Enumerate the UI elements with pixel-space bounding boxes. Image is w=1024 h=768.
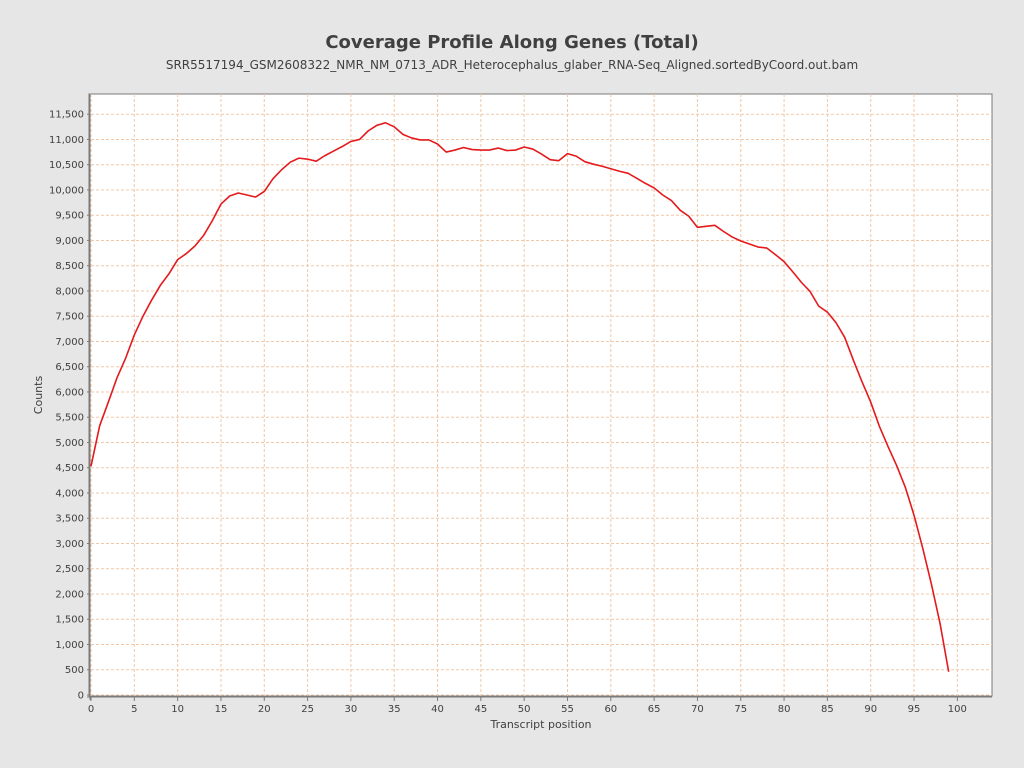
y-axis-label: Counts [32, 376, 45, 415]
x-tick-label: 90 [864, 704, 877, 715]
series-layer [90, 121, 950, 672]
x-tick-label: 35 [388, 704, 401, 715]
y-tick-label: 4,500 [55, 463, 84, 474]
y-tick-label: 2,000 [55, 589, 84, 600]
y-tick-label: 10,500 [49, 160, 84, 171]
y-tick-label: 0 [78, 691, 84, 702]
y-tick-label: 7,500 [55, 312, 84, 323]
x-tick-label: 95 [908, 704, 921, 715]
y-tick-label: 10,000 [49, 185, 84, 196]
x-tick-label: 50 [518, 704, 531, 715]
series-line-coverage [90, 121, 950, 672]
x-tick-label: 5 [131, 704, 137, 715]
y-tick-label: 2,500 [55, 564, 84, 575]
x-tick-label: 55 [561, 704, 574, 715]
x-tick-label: 20 [258, 704, 271, 715]
x-tick-label: 45 [474, 704, 487, 715]
axes [87, 94, 992, 700]
x-tick-label: 70 [691, 704, 704, 715]
x-tick-label: 25 [301, 704, 314, 715]
x-tick-label: 75 [734, 704, 747, 715]
x-tick-label: 85 [821, 704, 834, 715]
y-tick-label: 3,500 [55, 514, 84, 525]
chart-subtitle: SRR5517194_GSM2608322_NMR_NM_0713_ADR_He… [166, 58, 858, 72]
y-tick-label: 1,000 [55, 640, 84, 651]
y-tick-label: 8,500 [55, 261, 84, 272]
y-tick-label: 5,000 [55, 438, 84, 449]
y-tick-label: 6,000 [55, 387, 84, 398]
x-tick-label: 60 [604, 704, 617, 715]
y-tick-label: 3,000 [55, 539, 84, 550]
y-tick-label: 9,000 [55, 236, 84, 247]
y-tick-label: 4,000 [55, 488, 84, 499]
x-tick-label: 0 [88, 704, 94, 715]
chart-title: Coverage Profile Along Genes (Total) [325, 32, 698, 53]
x-tick-label: 40 [431, 704, 444, 715]
y-tick-label: 11,500 [49, 110, 84, 121]
x-tick-label: 15 [215, 704, 228, 715]
x-axis-ticks: 0 5 10 15 20 25 30 35 40 45 50 55 60 65 70 75 80 85 90 95 10… [88, 697, 967, 715]
x-tick-label: 10 [171, 704, 184, 715]
y-tick-label: 6,500 [55, 362, 84, 373]
y-tick-label: 500 [65, 665, 84, 676]
plot-area [88, 93, 993, 697]
x-tick-label: 100 [948, 704, 967, 715]
y-tick-label: 11,000 [49, 135, 84, 146]
x-tick-label: 80 [778, 704, 791, 715]
y-tick-label: 9,500 [55, 211, 84, 222]
y-tick-label: 8,000 [55, 286, 84, 297]
x-tick-label: 65 [648, 704, 661, 715]
y-tick-label: 5,500 [55, 413, 84, 424]
y-tick-label: 1,500 [55, 615, 84, 626]
y-axis-ticks: 0 500 1,000 1,500 2,000 2,500 3,000 3,500 4,000 4… [49, 110, 90, 702]
grid-lines [90, 94, 992, 696]
x-axis-label: Transcript position [489, 718, 591, 731]
x-tick-label: 30 [345, 704, 358, 715]
y-tick-label: 7,000 [55, 337, 84, 348]
